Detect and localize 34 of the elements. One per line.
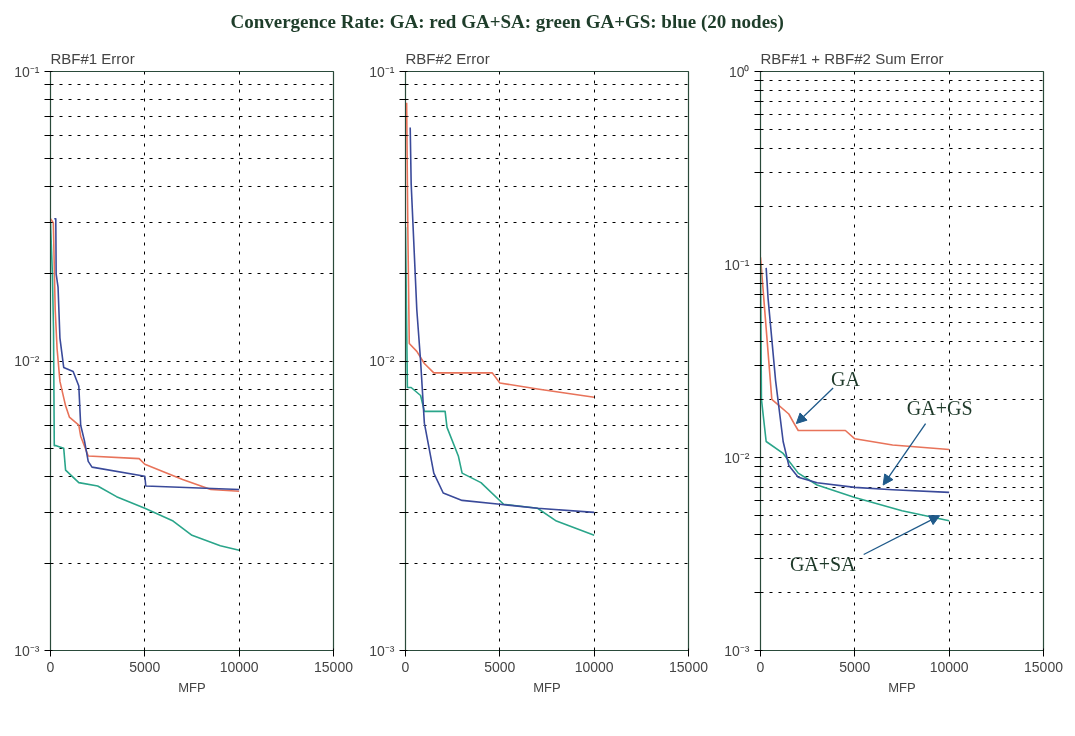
y-tick-label: 10⁻³ bbox=[724, 642, 750, 659]
y-tick-label: 10⁻¹ bbox=[14, 63, 40, 80]
x-tick-label: 10000 bbox=[574, 658, 614, 675]
x-tick-label: 0 bbox=[46, 658, 55, 675]
line-series bbox=[405, 101, 595, 398]
y-tick-label: 10⁻¹ bbox=[369, 63, 395, 80]
x-tick-label: 10000 bbox=[929, 658, 969, 675]
x-axis-title: MFP bbox=[888, 679, 916, 695]
x-tick-label: 15000 bbox=[314, 658, 354, 675]
text: Convergence Rate: GA: red GA+SA: green GA+GS: blue (20 nodes) bbox=[230, 11, 784, 33]
x-axis-title: MFP bbox=[533, 679, 561, 695]
x-tick-label: 15000 bbox=[1024, 658, 1064, 675]
line-series bbox=[409, 126, 595, 514]
x-tick-label: 5000 bbox=[129, 658, 161, 675]
chart-title: RBF#1 + RBF#2 Sum Error bbox=[760, 49, 944, 67]
annotation: GA+GS bbox=[906, 397, 973, 420]
annotation: GA bbox=[830, 368, 861, 391]
y-tick-label: 10⁻³ bbox=[14, 642, 40, 659]
y-tick-label: 10⁰ bbox=[728, 63, 750, 80]
x-tick-label: 10000 bbox=[219, 658, 259, 675]
x-tick-label: 5000 bbox=[839, 658, 871, 675]
x-tick-label: 0 bbox=[401, 658, 410, 675]
x-tick-label: 5000 bbox=[484, 658, 516, 675]
chart-title: RBF#1 Error bbox=[50, 49, 135, 67]
x-tick-label: 15000 bbox=[669, 658, 709, 675]
x-axis-title: MFP bbox=[178, 679, 206, 695]
y-tick-label: 10⁻³ bbox=[369, 642, 395, 659]
annotation: GA+SA bbox=[789, 553, 857, 576]
chart-title: RBF#2 Error bbox=[405, 49, 490, 67]
y-tick-label: 10⁻² bbox=[724, 449, 750, 466]
y-tick-label: 10⁻² bbox=[369, 353, 395, 369]
y-tick-label: 10⁻¹ bbox=[724, 256, 750, 273]
x-tick-label: 0 bbox=[756, 658, 765, 675]
y-tick-label: 10⁻² bbox=[14, 353, 40, 369]
